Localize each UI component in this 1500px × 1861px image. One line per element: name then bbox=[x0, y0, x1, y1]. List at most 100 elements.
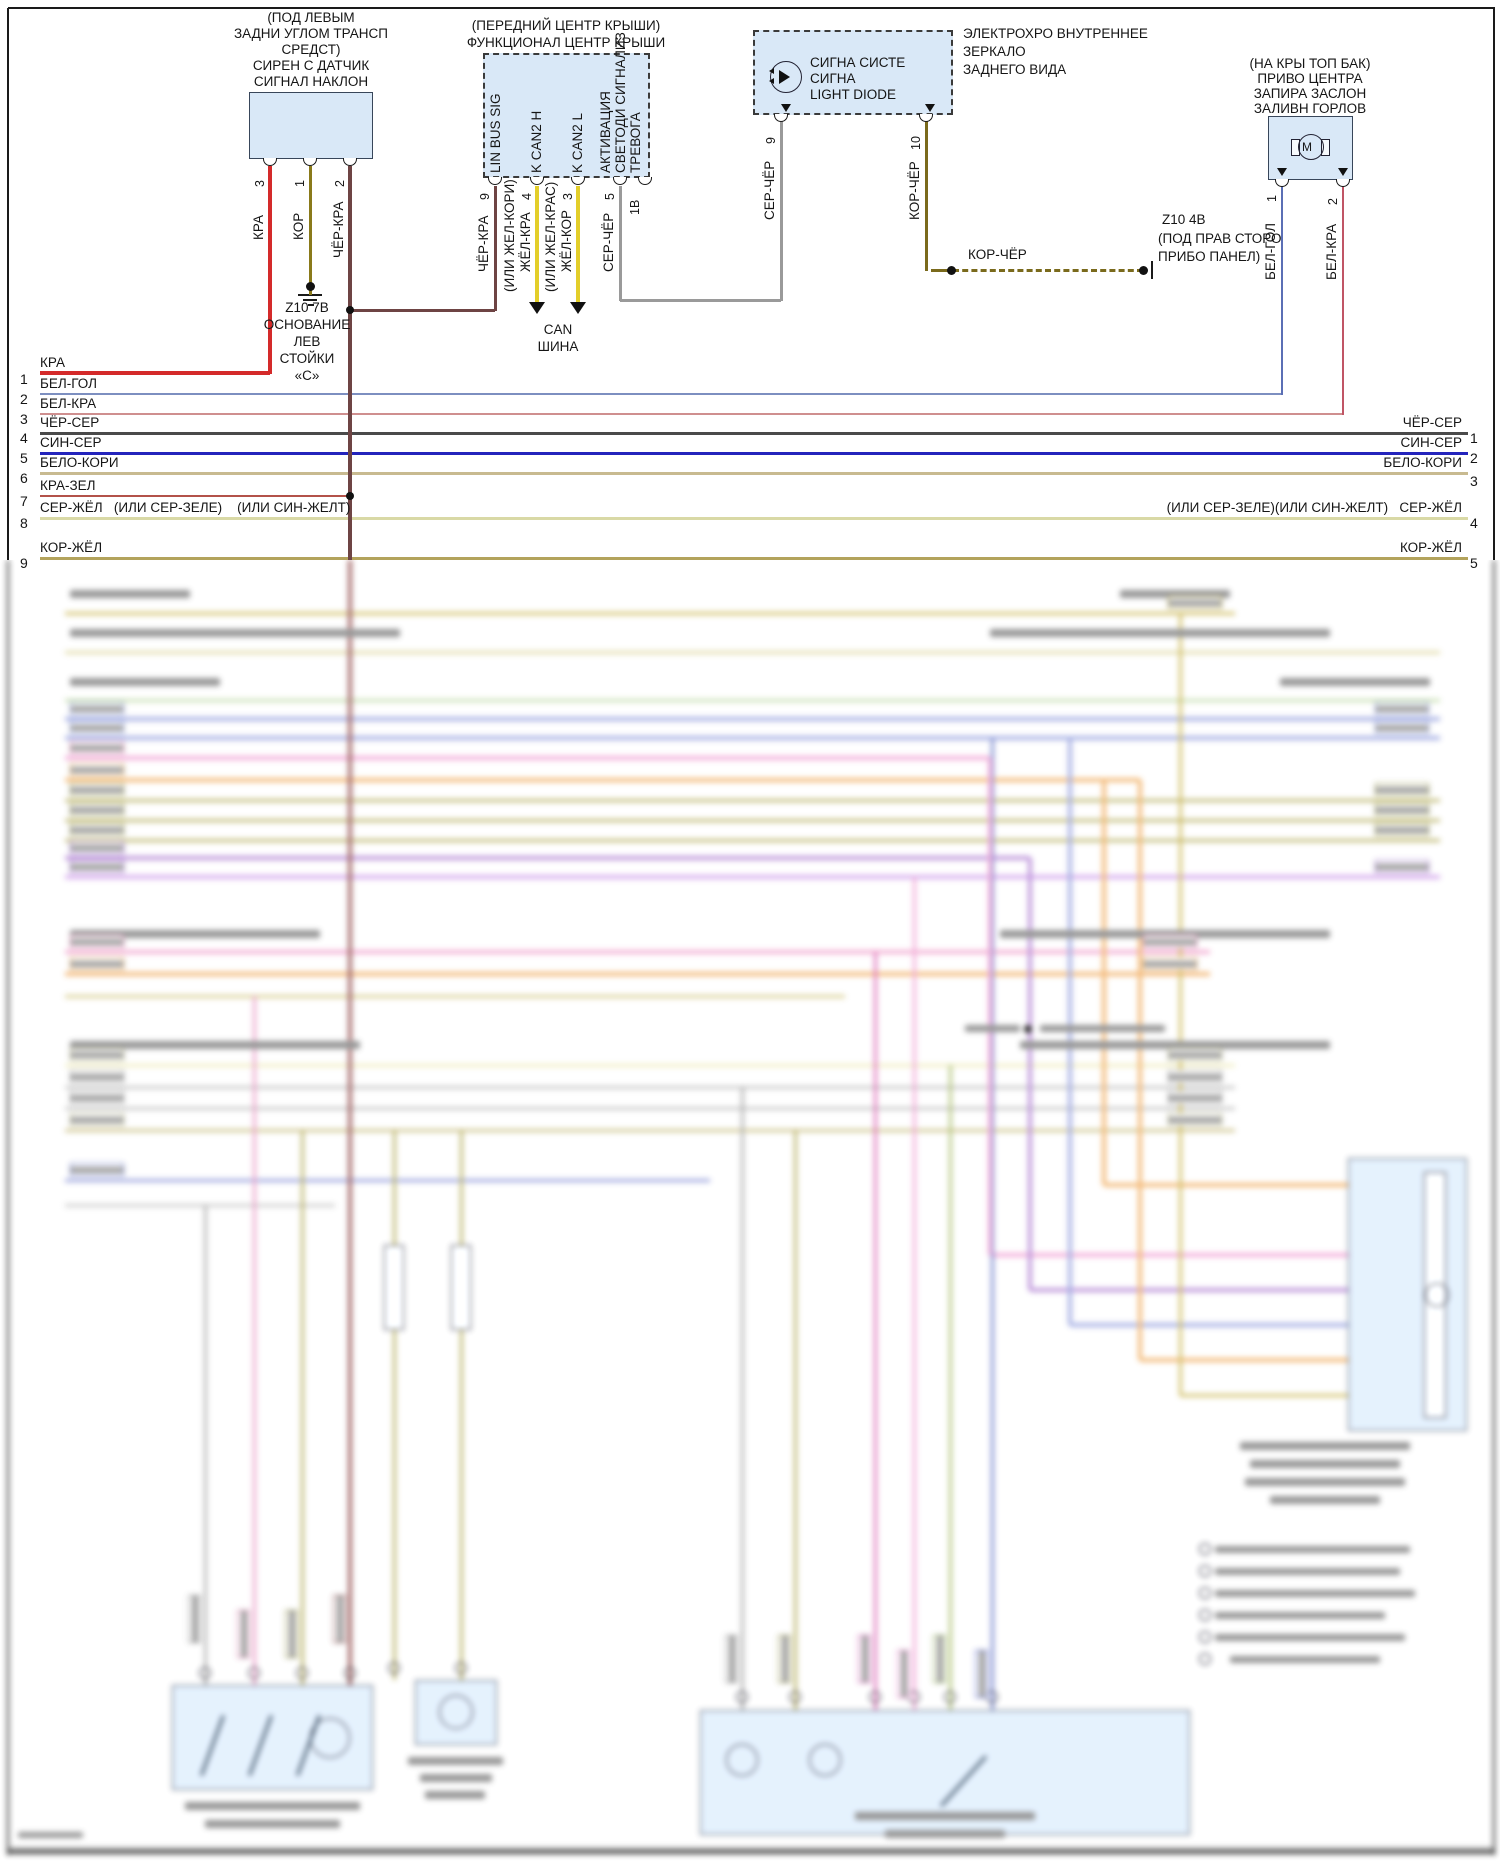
wire-code-chip bbox=[333, 1595, 346, 1643]
wire-segment bbox=[873, 952, 877, 1710]
wire-segment bbox=[65, 611, 1235, 615]
wire-segment bbox=[948, 1065, 952, 1710]
wire-code-chip bbox=[778, 1635, 791, 1683]
blurred-text bbox=[408, 1757, 503, 1765]
ground-z10-7v-line3: ЛЕВ bbox=[293, 334, 321, 349]
wire-code-chip bbox=[1375, 823, 1429, 836]
roof-pin-label-akt1: АКТИВАЦИЯ bbox=[598, 91, 613, 173]
wire-segment bbox=[65, 756, 990, 760]
page-border-top bbox=[8, 7, 1495, 9]
ground-z10-4v-line3: ПРИБО ПАНЕЛ) bbox=[1158, 249, 1261, 264]
bus-left-num-2: 2 bbox=[20, 391, 28, 407]
wire-code-chip bbox=[1168, 596, 1222, 609]
bus-left-num-3: 3 bbox=[20, 411, 28, 427]
wire-code-chip bbox=[725, 1635, 738, 1683]
blurred-text bbox=[1215, 1546, 1410, 1553]
wire-code-chip bbox=[1375, 783, 1429, 796]
roof-pin-label-lin: LIN BUS SIG bbox=[488, 93, 503, 173]
roof-pin-5: 5 bbox=[603, 193, 617, 200]
wire-code-chip bbox=[70, 702, 124, 715]
wire-segment bbox=[1070, 1323, 1348, 1327]
ground-z10-4v-line2: (ПОД ПРАВ СТОРО bbox=[1158, 231, 1282, 246]
wire-code-chip bbox=[1168, 1048, 1222, 1061]
ground-z10-7v: Z10 7В bbox=[285, 300, 329, 315]
wire-ser-cher-mirror bbox=[779, 121, 783, 301]
symbol-circle bbox=[455, 1662, 467, 1674]
wire-code-chip bbox=[70, 721, 124, 734]
pin-arc bbox=[263, 158, 277, 166]
wire-segment bbox=[1028, 858, 1032, 1290]
ground-z10-7v-line2: ОСНОВАНИЕ bbox=[263, 317, 351, 332]
wire-label-bel-kra: БЕЛ-КРА bbox=[1324, 223, 1339, 280]
motor-arrow-pin1 bbox=[1277, 168, 1287, 176]
symbol-circle bbox=[439, 1695, 473, 1729]
blurred-lower-region bbox=[0, 560, 1500, 1861]
roof-pin-label-akt2: СВЕТОДИ СИГНАЛИЗ bbox=[613, 32, 628, 173]
blurred-text bbox=[965, 1025, 1020, 1032]
motor-symbol-circle bbox=[1298, 134, 1324, 160]
wire-label-kor-cher-mirror: КОР-ЧЁР bbox=[907, 161, 922, 220]
wire-label-zhel-kori-alt: (ИЛИ ЖЕЛ-КОРИ) bbox=[502, 179, 517, 292]
ground-bar-3 bbox=[308, 304, 314, 306]
wire-code-chip bbox=[285, 1610, 298, 1658]
fuel-name-line1: ПРИВО ЦЕНТРА bbox=[1257, 71, 1363, 86]
wire-code-chip bbox=[70, 841, 124, 854]
wire-cher-kra-roof bbox=[493, 186, 497, 311]
symbol-circle bbox=[726, 1744, 758, 1776]
bus-right-num-1: 1 bbox=[1470, 430, 1478, 446]
blurred-text bbox=[1250, 1460, 1400, 1468]
wire-segment bbox=[990, 738, 994, 1710]
blurred-text bbox=[205, 1820, 340, 1828]
wire-code-chip bbox=[1375, 702, 1429, 715]
wire-kor bbox=[308, 166, 312, 284]
bus-line-9-kor-zhyol bbox=[40, 556, 1468, 560]
wire-code-chip bbox=[933, 1635, 946, 1683]
wire-segment bbox=[65, 717, 1440, 721]
kra-zel-junction-dot bbox=[346, 492, 354, 500]
bus-line-5-sin-ser bbox=[40, 451, 1468, 455]
blurred-text bbox=[1215, 1590, 1415, 1597]
wire-code-chip bbox=[975, 1650, 988, 1698]
pin-arc bbox=[488, 177, 502, 185]
wire-code-chip bbox=[70, 823, 124, 836]
symbol-circle bbox=[296, 1667, 308, 1679]
wire-code-chip bbox=[1143, 935, 1197, 948]
bus-left-label-2: БЕЛ-ГОЛ bbox=[40, 376, 97, 391]
wire-ser-cher-roof bbox=[618, 186, 622, 301]
siren-pin-3: 3 bbox=[253, 180, 267, 187]
wire-cher-kra-main bbox=[348, 166, 352, 560]
wire-code-chip bbox=[70, 1048, 124, 1061]
mirror-name-line1: ЭЛЕКТРОХРО ВНУТРЕННЕЕ bbox=[963, 26, 1148, 41]
siren-location-line2: ЗАДНИ УГЛОМ ТРАНСП bbox=[234, 26, 388, 41]
wire-code-chip bbox=[188, 1595, 201, 1643]
led-label-line1: СИГНА СИСТЕ bbox=[810, 55, 906, 70]
pin-arc bbox=[343, 158, 357, 166]
symbol-circle bbox=[869, 1691, 881, 1703]
wire-label-zhel-kor: ЖЁЛ-КОР bbox=[559, 209, 574, 272]
fuel-pin-1: 1 bbox=[1265, 195, 1279, 202]
symbol-circle bbox=[809, 1744, 841, 1776]
blurred-text bbox=[1000, 930, 1330, 938]
symbol-circle bbox=[1199, 1631, 1211, 1643]
page-border-left bbox=[7, 8, 9, 560]
roof-pin-label-can2l: K CAN2 L bbox=[570, 112, 585, 173]
wire-segment bbox=[65, 1063, 1235, 1067]
can-arrow-2 bbox=[570, 302, 586, 314]
wire-label-kra: КРА bbox=[251, 215, 266, 240]
pin-arc bbox=[919, 114, 933, 122]
led-symbol-circle bbox=[770, 61, 802, 93]
bus-right-num-2: 2 bbox=[1470, 450, 1478, 466]
bus-left-label-7: КРА-ЗЕЛ bbox=[40, 478, 96, 493]
blurred-text bbox=[1215, 1634, 1405, 1641]
bus-left-label-8: СЕР-ЖЁЛ (ИЛИ СЕР-ЗЕЛЕ) (ИЛИ СИН-ЖЕЛТ) bbox=[40, 500, 351, 515]
blurred-text bbox=[185, 1802, 360, 1810]
blurred-text bbox=[1280, 678, 1430, 686]
siren-location-line3: СРЕДСТ) bbox=[281, 42, 341, 57]
wire-bel-gol bbox=[1280, 186, 1284, 395]
wire-code-chip bbox=[70, 803, 124, 816]
pin-arc bbox=[613, 177, 627, 185]
roof-pin-label-can2h: K CAN2 H bbox=[529, 110, 544, 173]
blurred-text bbox=[1120, 590, 1230, 598]
wire-kor-cher-horizontal: КОР-ЧЁР bbox=[968, 247, 1027, 262]
led-light-arrow-2 bbox=[769, 78, 774, 84]
